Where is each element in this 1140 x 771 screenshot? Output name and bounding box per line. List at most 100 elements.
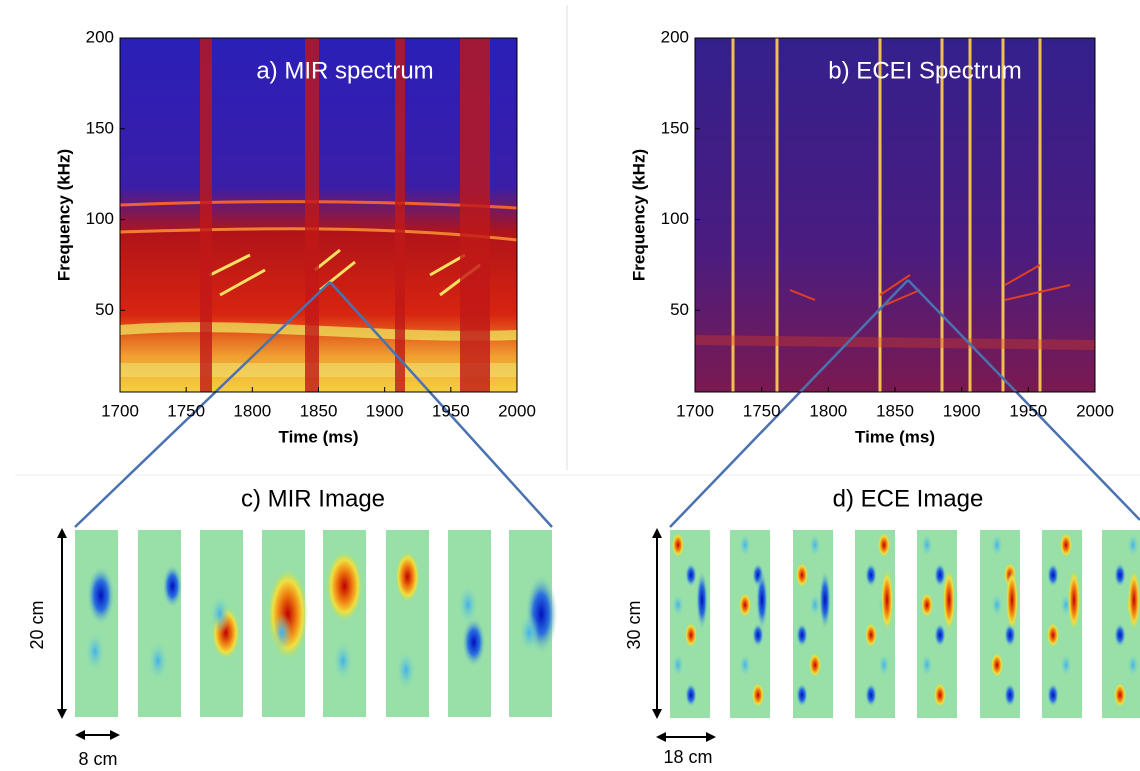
x-tick-label: 1800 [233,401,271,420]
mode-blob [739,593,751,617]
mode-blob [685,563,697,587]
mode-blob [1127,533,1139,557]
mode-blob [934,563,946,587]
mode-blob [1004,683,1016,707]
mode-blob [1068,570,1080,630]
x-tick-label: 1750 [167,401,205,420]
image-strip [138,530,181,717]
mode-blob [1114,623,1126,647]
x-tick-label: 1900 [366,401,404,420]
height-label: 30 cm [624,600,644,649]
mode-blob [672,653,684,677]
x-tick-label: 1900 [943,401,981,420]
mode-blob [1006,570,1018,630]
mode-blob [86,565,115,626]
mode-blob [1128,570,1140,630]
mode-blob [809,653,821,677]
mode-blob [1060,533,1072,557]
mode-blob [672,593,684,617]
mode-blob [934,623,946,647]
y-tick-label: 150 [86,118,114,137]
x-tick-label: 2000 [498,401,536,420]
panel-title: a) MIR spectrum [256,57,433,84]
mode-blob [756,570,768,630]
x-tick-label: 1800 [809,401,847,420]
image-title: c) MIR Image [241,485,385,512]
mode-blob [934,683,946,707]
dimension-arrows [57,528,716,742]
mode-blob [672,533,684,557]
height-label: 20 cm [27,600,47,649]
mode-blob [796,683,808,707]
mode-blob [878,653,890,677]
mode-blob [458,584,478,625]
y-axis-label: Frequency (kHz) [54,149,73,281]
mode-blob [865,683,877,707]
mode-blob [1047,683,1059,707]
mode-blob [991,533,1003,557]
mode-blob [395,551,420,602]
mode-blob [685,623,697,647]
mode-blob [1114,683,1126,707]
mode-blob [326,551,363,622]
mode-blob [1047,623,1059,647]
y-tick-label: 150 [661,118,689,137]
mode-blob [1060,653,1072,677]
mode-blob [819,570,831,630]
mode-blob [148,640,168,681]
mode-blob [865,563,877,587]
mode-blob [272,612,292,653]
mode-blob [210,594,230,635]
x-tick-label: 1950 [1009,401,1047,420]
width-label: 8 cm [78,749,117,769]
mode-blob [162,564,183,609]
mode-blob [1114,563,1126,587]
x-tick-label: 2000 [1076,401,1114,420]
x-axis-label: Time (ms) [279,427,359,446]
mode-blob [461,617,486,668]
mode-blob [921,593,933,617]
mode-blob [991,593,1003,617]
y-tick-label: 100 [661,209,689,228]
zoom-lines [74,279,1140,528]
mode-blob [796,623,808,647]
mode-blob [991,653,1003,677]
mode-blob [685,683,697,707]
y-axis-label: Frequency (kHz) [629,149,648,281]
image-title: d) ECE Image [833,485,984,512]
x-tick-label: 1700 [101,401,139,420]
y-tick-label: 200 [86,27,114,46]
mode-blob [1047,563,1059,587]
y-tick-label: 50 [95,300,114,319]
mode-blob [1127,653,1139,677]
mode-blob [333,640,353,681]
width-label: 18 cm [663,747,712,767]
x-axis-label: Time (ms) [855,427,935,446]
mode-traces [694,264,1096,350]
x-tick-label: 1850 [876,401,914,420]
mode-blob [752,683,764,707]
mode-blob [396,650,416,691]
mode-blob [796,563,808,587]
mode-blob [943,570,955,630]
mode-blob [921,533,933,557]
crash-lines [731,38,1042,392]
y-tick-label: 100 [86,209,114,228]
x-tick-label: 1850 [300,401,338,420]
x-tick-label: 1700 [676,401,714,420]
mode-blob [519,612,539,653]
mode-blob [865,623,877,647]
y-tick-label: 50 [670,300,689,319]
mode-blob [739,653,751,677]
mode-blob [809,533,821,557]
x-tick-label: 1950 [432,401,470,420]
mode-blob [881,570,893,630]
mode-blob [878,533,890,557]
mode-blob [809,593,821,617]
mode-blob [85,631,105,672]
mode-blob [696,570,708,630]
mode-blob [921,653,933,677]
y-tick-label: 200 [661,27,689,46]
mode-blob [739,533,751,557]
